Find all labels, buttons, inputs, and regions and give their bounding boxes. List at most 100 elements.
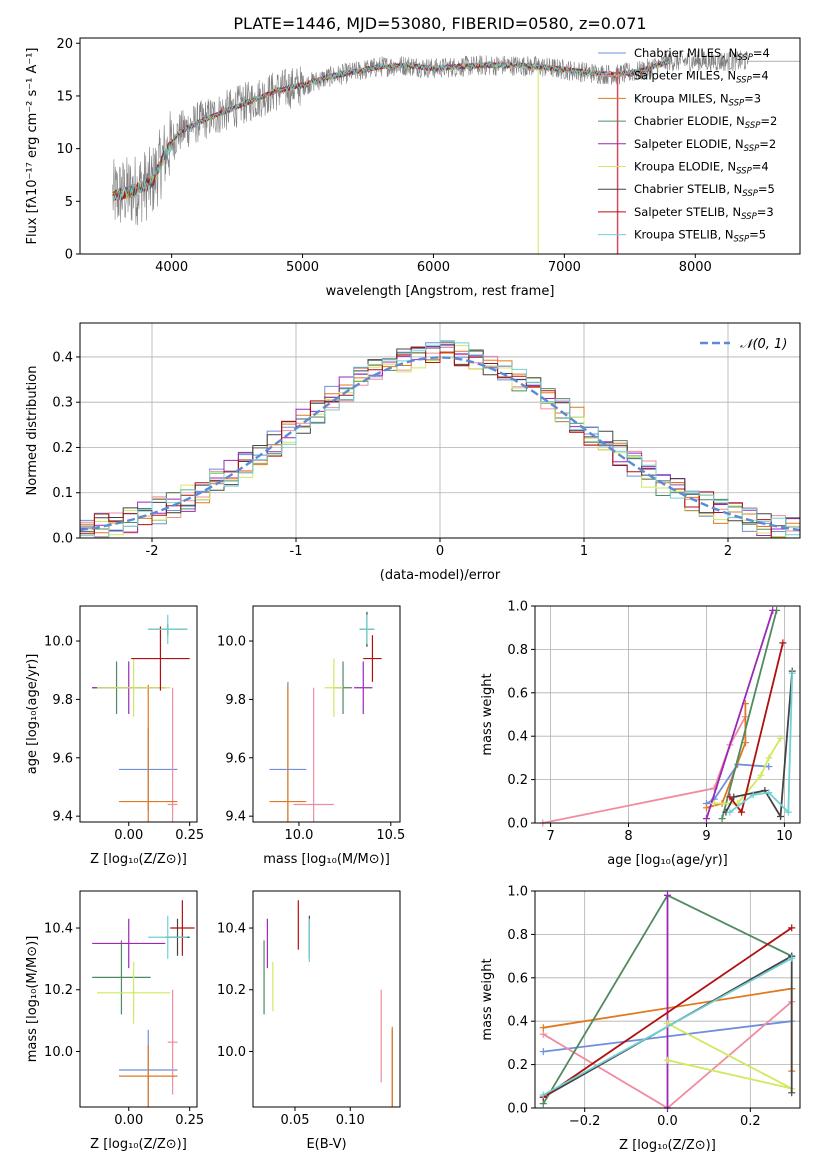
- x-tick-label: 8: [624, 829, 632, 844]
- errorbar-point-2: [293, 687, 334, 822]
- axes-frame: [79, 605, 198, 823]
- x-axis-label: age [log₁₀(age/yr)]: [607, 853, 728, 868]
- y-tick-label: 10.0: [217, 635, 246, 650]
- weight-marker: [539, 1100, 547, 1108]
- weight-marker: [769, 606, 777, 614]
- errorbar-point-8: [131, 626, 190, 691]
- weight-marker: [741, 739, 749, 747]
- weight-marker: [749, 791, 757, 799]
- y-tick-label: 10: [56, 142, 73, 157]
- weight-marker: [702, 804, 710, 812]
- age-vs-Z-panel: 0.00 0.25 9.4 9.6 9.8 10.0 Z [log₁₀(Z/Z⊙)] age …: [25, 605, 204, 867]
- y-tick-label: 10.4: [217, 922, 246, 937]
- y-tick-label: 10.2: [44, 983, 73, 998]
- legend-label-5: Salpeter ELODIE, NSSP=2: [634, 137, 776, 154]
- legend-label-3: Kroupa MILES, NSSP=3: [634, 91, 761, 108]
- mass-vs-Z-plot-area: [92, 900, 195, 1107]
- mass-vs-Z-panel: 0.00 0.25 10.0 10.2 10.4 Z [log₁₀(Z/Z⊙)] mass …: [25, 890, 204, 1152]
- weight-marker: [765, 763, 773, 771]
- y-tick-label: 0.2: [52, 441, 73, 456]
- weight-marker: [702, 815, 710, 823]
- residuals-panel: -2 -1 0 1 2 0.0 0.1 0.2 0.3 0.4 (data-model)/error…: [25, 322, 801, 583]
- weight-marker: [777, 812, 785, 820]
- x-tick-label: 0.2: [740, 1114, 761, 1129]
- x-tick-label: 6000: [417, 260, 450, 275]
- y-tick-label: 0.4: [507, 730, 528, 745]
- weight-marker: [664, 891, 671, 899]
- errorbar-point-9: [148, 614, 188, 644]
- legend-label-7: Chabrier STELIB, NSSP=5: [634, 182, 775, 199]
- x-tick-label: 8000: [679, 260, 712, 275]
- x-tick-label: 2: [724, 544, 732, 559]
- y-tick-label: 9.4: [225, 810, 246, 825]
- x-axis-label: Z [log₁₀(Z/Z⊙)]: [90, 852, 187, 867]
- legend-label-1: Chabrier MILES, NSSP=4: [634, 46, 770, 63]
- x-axis-label: E(B-V): [306, 1137, 346, 1152]
- x-tick-label: 4000: [155, 260, 188, 275]
- x-tick-label: 5000: [286, 260, 319, 275]
- errorbar-point-8: [170, 900, 195, 956]
- y-tick-label: 0.4: [52, 350, 73, 365]
- x-axis-label: wavelength [Angstrom, rest frame]: [326, 284, 555, 299]
- x-axis-label: Z [log₁₀(Z/Z⊙)]: [619, 1138, 716, 1153]
- errorbar-point-5: [354, 661, 373, 714]
- errorbar-point-9: [359, 614, 375, 644]
- weight-marker: [664, 1056, 671, 1064]
- y-tick-label: 1.0: [507, 600, 528, 615]
- errorbar-point-5: [92, 918, 166, 969]
- legend-label-2: Salpeter MILES, NSSP=4: [634, 69, 769, 86]
- x-tick-label: 9: [702, 829, 710, 844]
- errorbar-point-8: [363, 635, 382, 682]
- y-tick-label: 0.8: [507, 928, 528, 943]
- weight-marker: [539, 1091, 547, 1099]
- mass-vs-ebv-panel: 0.05 0.10 10.0 10.2 10.4 E(B-V): [217, 890, 401, 1152]
- x-axis-label: mass [log₁₀(M/M⊙)]: [263, 852, 390, 867]
- weight-marker: [784, 808, 792, 816]
- errorbar-point-3: [119, 684, 178, 822]
- errorbar-point-6: [97, 961, 171, 1024]
- y-tick-label: 9.4: [52, 810, 73, 825]
- weight-marker: [718, 815, 726, 823]
- errorbar-point-3: [269, 684, 307, 822]
- y-axis-label: mass weight: [480, 673, 495, 755]
- y-tick-label: 10.4: [44, 922, 73, 937]
- weight-marker: [788, 669, 796, 677]
- x-tick-label: 0.25: [175, 1113, 204, 1128]
- model-fit-line-8: [112, 59, 670, 201]
- x-tick-label: 0: [436, 544, 444, 559]
- y-tick-label: 0.1: [52, 486, 73, 501]
- weight-vs-age-panel: 7 8 9 10 0.0 0.2 0.4 0.6 0.8 1.0 age [log₁₀(age/yr…: [480, 600, 801, 868]
- weight-line-9: [542, 957, 793, 1096]
- weight-marker: [539, 1024, 547, 1032]
- y-tick-label: 0.2: [507, 773, 528, 788]
- histogram-step-9: [80, 340, 800, 538]
- weight-vs-age-plot-area: [539, 606, 796, 827]
- weight-marker: [539, 1048, 547, 1056]
- legend-label-8: Salpeter STELIB, NSSP=3: [634, 205, 774, 222]
- axes-frame: [534, 605, 801, 824]
- y-tick-label: 10.0: [217, 1045, 246, 1060]
- age-vs-mass-panel: 10.0 10.5 9.4 9.6 9.8 10.0 mass [log₁₀(M/M⊙)]: [217, 605, 405, 867]
- y-tick-label: 9.6: [225, 751, 246, 766]
- weight-line-5: [705, 610, 774, 819]
- y-tick-label: 5: [65, 195, 73, 210]
- x-tick-label: 7000: [548, 260, 581, 275]
- weight-marker: [788, 954, 796, 962]
- weight-marker: [757, 771, 765, 779]
- y-tick-label: 10.2: [217, 983, 246, 998]
- weight-marker: [738, 808, 746, 816]
- y-tick-label: 0.4: [507, 1015, 528, 1030]
- weight-line-2: [542, 716, 747, 824]
- y-tick-label: 0.0: [52, 532, 73, 547]
- errorbar-point-6: [324, 658, 344, 717]
- spectrum-plot-area: [112, 50, 800, 254]
- y-tick-label: 0.8: [507, 643, 528, 658]
- weight-marker: [726, 808, 734, 816]
- legend-label-6: Kroupa ELODIE, NSSP=4: [634, 160, 769, 177]
- y-tick-label: 9.8: [225, 693, 246, 708]
- y-tick-label: 0.0: [507, 1102, 528, 1117]
- weight-marker: [779, 639, 787, 647]
- legend-label-9: Kroupa STELIB, NSSP=5: [634, 228, 766, 245]
- weight-marker: [726, 793, 734, 801]
